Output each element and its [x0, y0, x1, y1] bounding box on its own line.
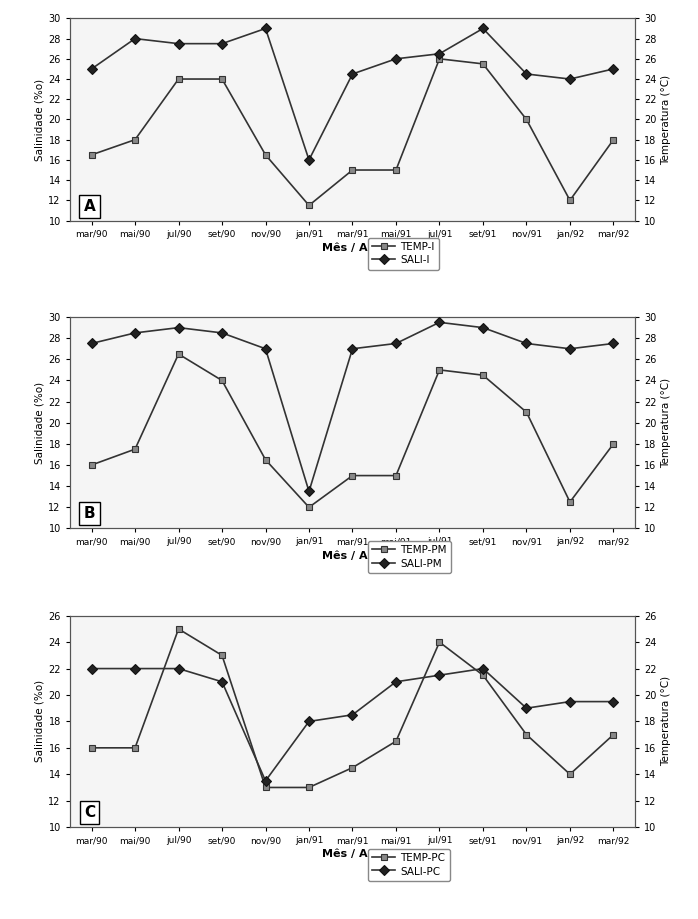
SALI-PM: [436, 317, 444, 328]
SALI-I: [174, 38, 183, 49]
SALI-I: [522, 68, 530, 79]
TEMP-PC: [436, 637, 444, 648]
X-axis label: Mês / Ano: Mês / Ano: [322, 849, 383, 859]
SALI-PC: [436, 670, 444, 681]
TEMP-PM: [87, 460, 96, 471]
SALI-PC: [609, 696, 618, 707]
TEMP-PM: [218, 375, 226, 386]
Legend: TEMP-PC, SALI-PC: TEMP-PC, SALI-PC: [368, 849, 450, 880]
TEMP-PM: [261, 454, 269, 465]
TEMP-I: [218, 74, 226, 85]
SALI-PC: [87, 664, 96, 675]
X-axis label: Mês / Ano: Mês / Ano: [322, 550, 383, 561]
SALI-PM: [87, 338, 96, 349]
X-axis label: Mês / Ano: Mês / Ano: [322, 243, 383, 253]
TEMP-PC: [261, 782, 269, 793]
TEMP-PM: [305, 502, 313, 513]
SALI-PC: [305, 716, 313, 727]
SALI-PM: [218, 327, 226, 338]
Line: TEMP-I: TEMP-I: [88, 55, 617, 209]
TEMP-PM: [131, 444, 139, 455]
TEMP-I: [305, 199, 313, 210]
SALI-PC: [261, 776, 269, 787]
TEMP-I: [436, 53, 444, 64]
TEMP-PC: [348, 762, 357, 773]
SALI-PC: [348, 709, 357, 720]
TEMP-I: [174, 74, 183, 85]
TEMP-PM: [479, 369, 487, 380]
TEMP-PC: [305, 782, 313, 793]
Y-axis label: Salinidade (%o): Salinidade (%o): [34, 680, 44, 763]
TEMP-I: [479, 58, 487, 69]
TEMP-I: [348, 165, 357, 176]
SALI-I: [392, 53, 400, 64]
TEMP-I: [87, 149, 96, 160]
TEMP-PC: [479, 670, 487, 681]
Line: SALI-PC: SALI-PC: [88, 665, 617, 784]
TEMP-PC: [87, 743, 96, 754]
SALI-PC: [218, 676, 226, 687]
SALI-PC: [566, 696, 574, 707]
SALI-PM: [609, 338, 618, 349]
SALI-PC: [522, 703, 530, 714]
Line: TEMP-PM: TEMP-PM: [88, 350, 617, 511]
Text: B: B: [84, 506, 96, 521]
Y-axis label: Temperatura (°C): Temperatura (°C): [661, 378, 671, 468]
Text: C: C: [84, 805, 95, 820]
SALI-I: [479, 23, 487, 34]
Y-axis label: Temperatura (°C): Temperatura (°C): [661, 74, 671, 165]
Text: A: A: [84, 199, 96, 214]
SALI-I: [218, 38, 226, 49]
SALI-PM: [174, 322, 183, 333]
Y-axis label: Temperatura (°C): Temperatura (°C): [661, 676, 671, 766]
Line: SALI-I: SALI-I: [88, 25, 617, 164]
SALI-PC: [174, 664, 183, 675]
TEMP-PC: [522, 729, 530, 740]
SALI-PM: [479, 322, 487, 333]
Y-axis label: Salinidade (%o): Salinidade (%o): [34, 381, 44, 464]
SALI-I: [436, 48, 444, 59]
TEMP-PM: [392, 470, 400, 482]
TEMP-I: [566, 195, 574, 206]
TEMP-PC: [131, 743, 139, 754]
Y-axis label: Salinidade (%o): Salinidade (%o): [34, 78, 44, 161]
TEMP-I: [261, 149, 269, 160]
TEMP-PC: [609, 729, 618, 740]
TEMP-I: [392, 165, 400, 176]
SALI-I: [131, 33, 139, 44]
TEMP-PM: [174, 348, 183, 359]
TEMP-PM: [609, 438, 618, 449]
SALI-I: [348, 68, 357, 79]
TEMP-PC: [174, 623, 183, 634]
SALI-PM: [566, 343, 574, 354]
SALI-I: [305, 154, 313, 165]
Legend: TEMP-PM, SALI-PM: TEMP-PM, SALI-PM: [368, 541, 451, 573]
SALI-PM: [522, 338, 530, 349]
TEMP-PM: [566, 496, 574, 507]
SALI-PC: [131, 664, 139, 675]
TEMP-PC: [392, 736, 400, 747]
TEMP-I: [131, 134, 139, 145]
TEMP-PC: [566, 768, 574, 779]
Line: TEMP-PC: TEMP-PC: [88, 626, 617, 791]
SALI-PM: [261, 343, 269, 354]
SALI-I: [609, 63, 618, 74]
SALI-PC: [392, 676, 400, 687]
SALI-PM: [348, 343, 357, 354]
Legend: TEMP-I, SALI-I: TEMP-I, SALI-I: [368, 238, 439, 269]
TEMP-PM: [522, 406, 530, 417]
TEMP-I: [609, 134, 618, 145]
SALI-I: [87, 63, 96, 74]
SALI-PM: [305, 486, 313, 497]
SALI-PM: [131, 327, 139, 338]
SALI-PM: [392, 338, 400, 349]
SALI-I: [566, 74, 574, 85]
TEMP-PM: [348, 470, 357, 482]
SALI-PC: [479, 664, 487, 675]
SALI-I: [261, 23, 269, 34]
Line: SALI-PM: SALI-PM: [88, 319, 617, 495]
TEMP-I: [522, 114, 530, 125]
TEMP-PM: [436, 364, 444, 375]
TEMP-PC: [218, 650, 226, 661]
